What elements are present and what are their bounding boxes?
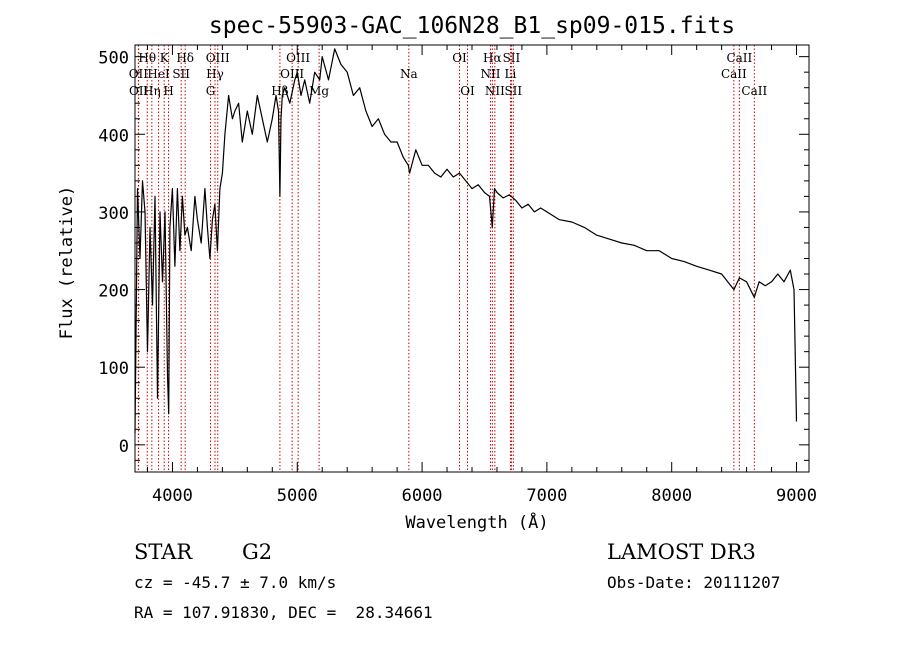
marker-label: Hδ bbox=[176, 51, 194, 65]
marker-label: OI bbox=[452, 51, 467, 65]
marker-label: Hη bbox=[143, 84, 161, 98]
spectrum-series-line bbox=[134, 48, 798, 434]
marker-label: CaII bbox=[726, 51, 752, 65]
x-tick-label: 8000 bbox=[651, 486, 692, 506]
marker-label: OIII bbox=[280, 67, 304, 81]
marker-label: Na bbox=[400, 67, 418, 81]
marker-label: Hγ bbox=[206, 67, 224, 81]
spectrum-chart: spec-55903-GAC_106N28_B1_sp09-015.fits Hθ… bbox=[57, 13, 817, 533]
y-tick-label: 400 bbox=[98, 126, 129, 146]
marker-label: CaII bbox=[741, 84, 767, 98]
x-axis-label: Wavelength (Å) bbox=[405, 511, 548, 533]
y-tick-label: 300 bbox=[98, 204, 129, 224]
x-tick-label: 6000 bbox=[402, 486, 443, 506]
marker-label: SII bbox=[504, 84, 522, 98]
marker-label: NII bbox=[485, 84, 505, 98]
marker-label: G bbox=[206, 84, 216, 98]
object-type: STAR bbox=[134, 540, 193, 564]
y-tick-label: 0 bbox=[119, 437, 129, 457]
y-axis-label: Flux (relative) bbox=[57, 186, 77, 340]
marker-label: OI bbox=[460, 84, 475, 98]
chart-title: spec-55903-GAC_106N28_B1_sp09-015.fits bbox=[209, 13, 735, 39]
y-tick-label: 200 bbox=[98, 282, 129, 302]
redshift-velocity: cz = -45.7 ± 7.0 km/s bbox=[134, 573, 337, 592]
marker-label: SII bbox=[503, 51, 521, 65]
marker-label: Li bbox=[505, 67, 517, 81]
marker-label: OII bbox=[129, 84, 149, 98]
marker-label: K bbox=[160, 51, 170, 65]
marker-label: Mg bbox=[309, 84, 329, 98]
survey-name: LAMOST DR3 bbox=[607, 540, 756, 564]
x-tick-label: 7000 bbox=[526, 486, 567, 506]
spectral-subclass: G2 bbox=[242, 540, 273, 564]
x-tick-label: 5000 bbox=[277, 486, 318, 506]
marker-label: HeI bbox=[147, 67, 170, 81]
marker-label: CaII bbox=[721, 67, 747, 81]
marker-label: H bbox=[163, 84, 173, 98]
marker-label: Hα bbox=[483, 51, 502, 65]
coordinates: RA = 107.91830, DEC = 28.34661 bbox=[134, 603, 433, 622]
marker-label: OIII bbox=[286, 51, 310, 65]
x-tick-label: 4000 bbox=[152, 486, 193, 506]
y-tick-label: 100 bbox=[98, 359, 129, 379]
marker-label: NII bbox=[480, 67, 500, 81]
observation-date: Obs-Date: 20111207 bbox=[607, 573, 781, 592]
x-tick-label: 9000 bbox=[776, 486, 817, 506]
marker-label: Hθ bbox=[138, 51, 156, 65]
y-tick-label: 500 bbox=[98, 49, 129, 69]
marker-label: SII bbox=[172, 67, 190, 81]
marker-label: OIII bbox=[206, 51, 230, 65]
